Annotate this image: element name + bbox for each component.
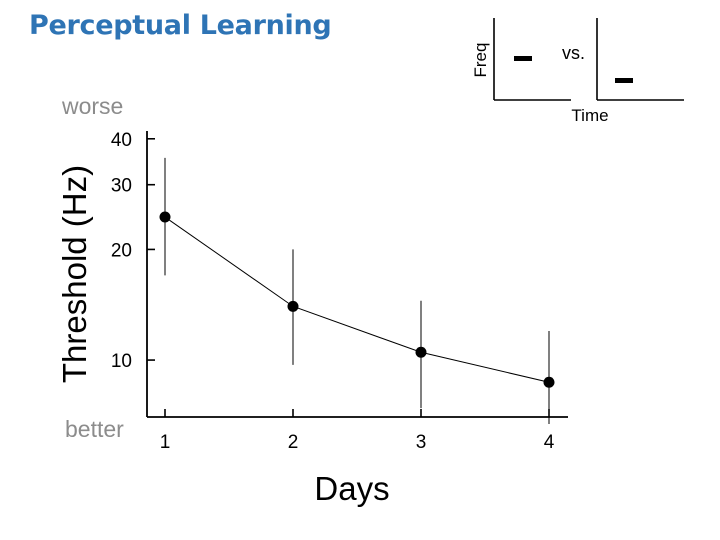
series-line xyxy=(164,216,550,383)
y-tick-label: 30 xyxy=(111,176,132,197)
data-point xyxy=(543,376,555,388)
data-point xyxy=(159,211,171,223)
y-tick-label: 40 xyxy=(111,130,132,151)
slide-title: Perceptual Learning xyxy=(29,10,332,41)
x-tick-label: 2 xyxy=(288,432,299,453)
x-axis-title: Days xyxy=(314,470,389,507)
x-tick-label: 4 xyxy=(544,432,555,453)
inset-freq-label: Freq xyxy=(471,43,490,78)
y-axis-title: Threshold (Hz) xyxy=(56,165,93,383)
better-label: better xyxy=(65,416,124,442)
y-tick-label: 10 xyxy=(111,351,132,372)
x-tick-label: 1 xyxy=(160,432,171,453)
x-tick-label: 3 xyxy=(416,432,427,453)
inset-time-label: Time xyxy=(571,106,608,125)
data-point xyxy=(287,300,299,312)
y-tick-label: 20 xyxy=(111,240,132,261)
inset-diagram: Freq vs. Time xyxy=(471,18,684,125)
inset-low-tone xyxy=(615,78,633,83)
worse-label: worse xyxy=(62,93,124,119)
data-point xyxy=(415,346,427,358)
inset-high-tone xyxy=(514,56,532,61)
inset-vs-label: vs. xyxy=(562,43,585,63)
